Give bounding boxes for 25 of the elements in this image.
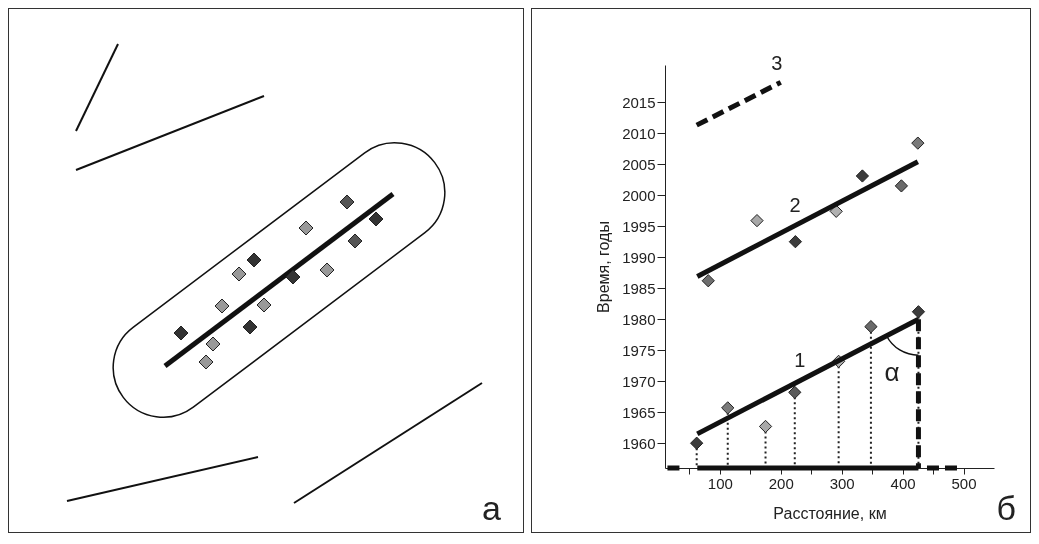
x-tick-label: 200 xyxy=(768,474,794,492)
x-tick-label: 500 xyxy=(951,474,977,492)
annotation: 3 xyxy=(771,52,783,75)
y-tick-label: 2005 xyxy=(622,155,656,173)
x-tick-label: 400 xyxy=(890,474,916,492)
y-tick-label: 1980 xyxy=(622,310,656,328)
x-axis-title: Расстояние, км xyxy=(773,504,887,522)
y-tick-label: 1965 xyxy=(622,403,656,421)
annotation: 1 xyxy=(794,348,806,371)
x-tick-label: 100 xyxy=(707,474,733,492)
y-tick-label: 1985 xyxy=(622,279,656,297)
x-tick-label: 300 xyxy=(829,474,855,492)
y-tick-label: 1995 xyxy=(622,217,656,235)
text: б xyxy=(996,489,1016,528)
y-tick-label: 1990 xyxy=(622,248,656,266)
y-tick-label: 2010 xyxy=(622,124,656,142)
y-tick-label: 2000 xyxy=(622,186,656,204)
y-tick-label: 1975 xyxy=(622,341,656,359)
y-axis-title: Время, годы xyxy=(595,221,613,313)
text: а xyxy=(482,489,501,528)
annotation: 2 xyxy=(789,193,801,216)
annotation: α xyxy=(884,357,900,388)
y-tick-label: 2015 xyxy=(622,93,656,111)
y-tick-label: 1970 xyxy=(622,372,656,390)
y-tick-label: 1960 xyxy=(622,434,656,452)
